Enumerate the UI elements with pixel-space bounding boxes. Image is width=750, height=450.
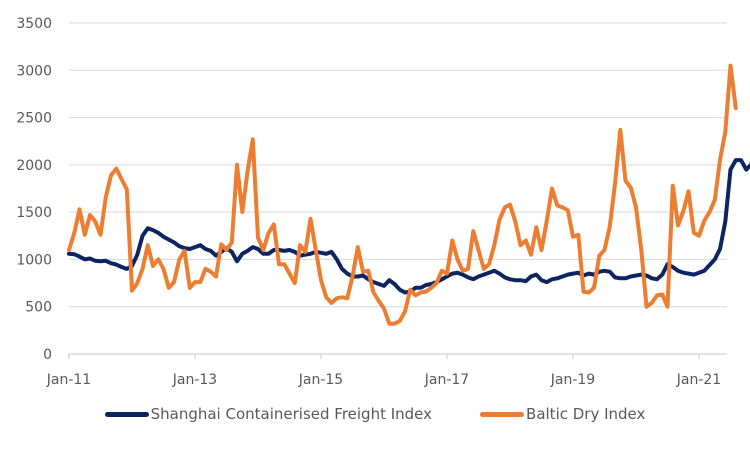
y-tick-label: 1500 bbox=[16, 205, 52, 221]
y-tick-label: 0 bbox=[43, 347, 52, 363]
gridlines bbox=[69, 22, 727, 308]
y-axis-ticks: 0 500 1000 1500 2000 2500 3000 3500 bbox=[16, 16, 52, 363]
y-tick-label: 2500 bbox=[16, 111, 52, 127]
x-tick-label: Jan-17 bbox=[424, 372, 469, 388]
x-tick-label: Jan-21 bbox=[676, 372, 721, 388]
x-tick-label: Jan-13 bbox=[172, 372, 217, 388]
legend-item-scfi[interactable]: Shanghai Containerised Freight Index bbox=[104, 405, 433, 423]
x-tick-label: Jan-19 bbox=[550, 372, 595, 388]
legend-swatch-bdi bbox=[480, 411, 525, 417]
legend-label-scfi: Shanghai Containerised Freight Index bbox=[150, 405, 433, 423]
y-tick-label: 1000 bbox=[16, 252, 52, 268]
y-tick-label: 3500 bbox=[16, 16, 52, 32]
y-tick-label: 3000 bbox=[16, 63, 52, 79]
legend: Shanghai Containerised Freight Index Bal… bbox=[0, 405, 750, 423]
y-tick-label: 500 bbox=[25, 300, 52, 316]
legend-swatch-scfi bbox=[104, 411, 149, 417]
legend-item-bdi[interactable]: Baltic Dry Index bbox=[480, 405, 645, 423]
series-lines bbox=[67, 63, 750, 326]
y-tick-label: 2000 bbox=[16, 158, 52, 174]
series-line-scfi bbox=[67, 158, 750, 295]
x-tick-label: Jan-15 bbox=[298, 372, 343, 388]
x-tick-label: Jan-11 bbox=[46, 372, 91, 388]
x-axis-ticks: Jan-11 Jan-13 Jan-15 Jan-17 Jan-19 Jan-21 bbox=[46, 354, 721, 388]
legend-label-bdi: Baltic Dry Index bbox=[526, 405, 646, 423]
series-line-bdi bbox=[67, 63, 738, 326]
